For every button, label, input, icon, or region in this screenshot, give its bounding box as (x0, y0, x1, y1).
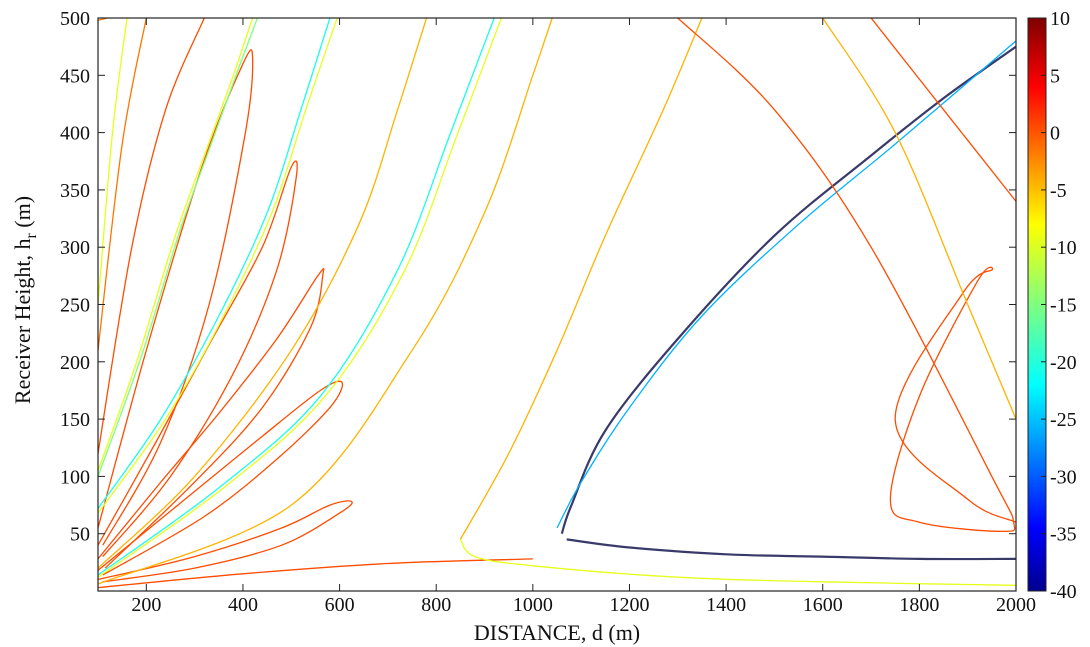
y-axis-ticks: 50 100 150 200 250 300 350 400 450 500 (60, 8, 1016, 546)
colorbar-tick-label: 5 (1050, 65, 1060, 87)
x-tick-label: 1600 (803, 594, 843, 616)
x-tick-label: 2000 (996, 594, 1036, 616)
contour-band-right (822, 18, 1016, 420)
colorbar-tick-label: -5 (1050, 180, 1067, 202)
contour-loop-right (677, 18, 1016, 533)
colorbar-tick-label: -30 (1050, 466, 1077, 488)
contour-band-5 (98, 18, 553, 585)
y-tick-label: 300 (60, 237, 90, 259)
y-axis-label: Receiver Height, hr (m) (10, 196, 40, 404)
y-axis-label-subscript: r (23, 233, 40, 239)
y-tick-label: 400 (60, 123, 90, 145)
contour-band-2 (98, 18, 331, 509)
y-tick-label: 150 (60, 409, 90, 431)
y-tick-label: 50 (70, 524, 90, 546)
contour-loop-4 (98, 380, 344, 576)
y-tick-label: 100 (60, 466, 90, 488)
contour-null-tail (566, 538, 1016, 561)
x-tick-label: 200 (131, 594, 161, 616)
contour-lobe-2 (98, 18, 128, 305)
contour-band-1 (98, 18, 254, 471)
colorbar-tick-label: 0 (1050, 123, 1060, 145)
y-tick-label: 350 (60, 180, 90, 202)
x-tick-label: 1000 (513, 594, 553, 616)
contour-null-main-edge (556, 40, 1016, 529)
contour-lines (98, 18, 1016, 589)
y-tick-label: 250 (60, 295, 90, 317)
contour-lobe-4 (98, 18, 205, 454)
plot-background (98, 18, 1016, 591)
colorbar-tick-label: -20 (1050, 352, 1077, 374)
x-tick-label: 1800 (899, 594, 939, 616)
colorbar-tick-label: -25 (1050, 409, 1077, 431)
contour-loop-5 (98, 500, 353, 583)
contour-band-7 (459, 18, 703, 540)
x-tick-label: 1200 (609, 594, 649, 616)
y-tick-label: 450 (60, 65, 90, 87)
contour-band-4 (98, 18, 495, 576)
contour-band-8 (459, 538, 1016, 586)
x-tick-label: 1400 (706, 594, 746, 616)
contour-band-3 (98, 18, 428, 569)
y-tick-label: 500 (60, 8, 90, 30)
contour-loop-3 (98, 268, 325, 569)
colorbar-ticks: 10 5 0 -5 -10 -15 -20 -25 -30 -35 -40 (1041, 8, 1077, 603)
colorbar-tick-label: -15 (1050, 295, 1077, 317)
colorbar-tick-label: -35 (1050, 524, 1077, 546)
x-tick-label: 400 (228, 594, 258, 616)
x-axis-label: DISTANCE, d (m) (474, 620, 640, 645)
colorbar-tick-label: -40 (1050, 581, 1077, 603)
contour-band-6 (98, 558, 533, 589)
x-tick-label: 800 (421, 594, 451, 616)
colorbar-tick-label: -10 (1050, 237, 1077, 259)
y-tick-label: 200 (60, 352, 90, 374)
contour-band-2b (98, 18, 338, 514)
colorbar-tick-label: 10 (1050, 8, 1070, 30)
x-tick-label: 600 (325, 594, 355, 616)
x-axis-ticks: 200 400 600 800 1000 1200 1400 1600 1800 2000 (131, 18, 1036, 616)
contour-loop-2 (98, 160, 298, 558)
contour-band-1b (98, 18, 259, 477)
contour-band-4b (98, 18, 503, 578)
contour-band-far (870, 18, 1016, 202)
contour-lobe-3 (98, 18, 147, 351)
